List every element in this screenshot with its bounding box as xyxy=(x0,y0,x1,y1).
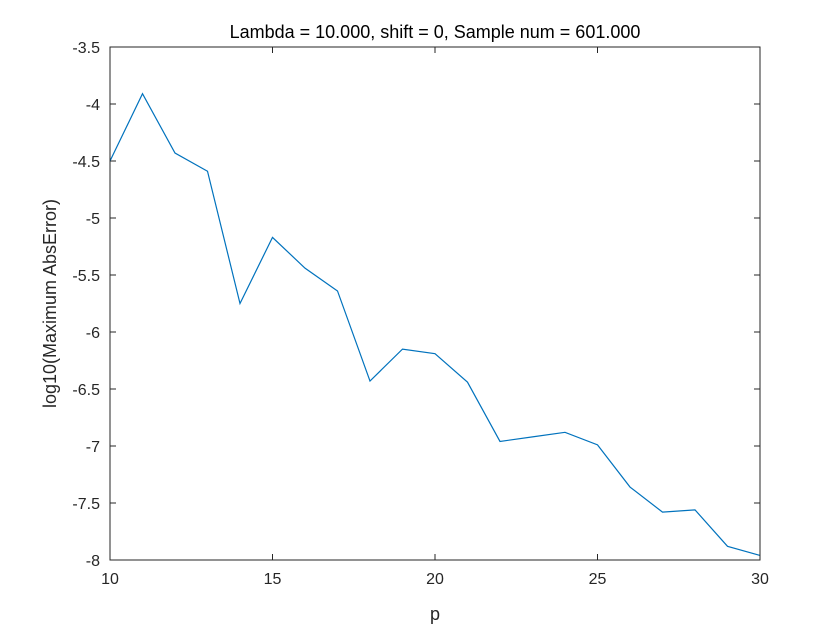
y-tick-label: -7.5 xyxy=(72,496,100,513)
x-tick-label: 30 xyxy=(751,571,769,588)
x-tick-label: 10 xyxy=(101,571,119,588)
y-tick-label: -3.5 xyxy=(72,40,100,57)
y-tick-label: -5 xyxy=(86,211,100,228)
x-tick-label: 25 xyxy=(589,571,607,588)
tick-labels: 10 15 20 25 30 -3.5 -4 -4.5 -5 -5.5 -6 -6.5 -7 -7.5 -8 xyxy=(72,40,769,588)
axes-box xyxy=(109,46,761,561)
y-tick-label: -4 xyxy=(86,97,100,114)
x-axis-title: p xyxy=(430,604,440,624)
plot-area xyxy=(110,47,760,560)
y-tick-label: -8 xyxy=(86,553,100,570)
series-layer xyxy=(109,92,761,557)
series-line-1 xyxy=(109,92,761,557)
y-tick-label: -6.5 xyxy=(72,382,100,399)
y-axis-title: log10(Maximum AbsError) xyxy=(40,199,60,408)
y-tick-label: -6 xyxy=(86,325,100,342)
y-tick-label: -4.5 xyxy=(72,154,100,171)
y-tick-label: -5.5 xyxy=(72,268,100,285)
x-tick-label: 20 xyxy=(426,571,444,588)
y-tick-label: -7 xyxy=(86,439,100,456)
x-tick-label: 15 xyxy=(264,571,282,588)
chart-title: Lambda = 10.000, shift = 0, Sample num =… xyxy=(230,22,641,42)
